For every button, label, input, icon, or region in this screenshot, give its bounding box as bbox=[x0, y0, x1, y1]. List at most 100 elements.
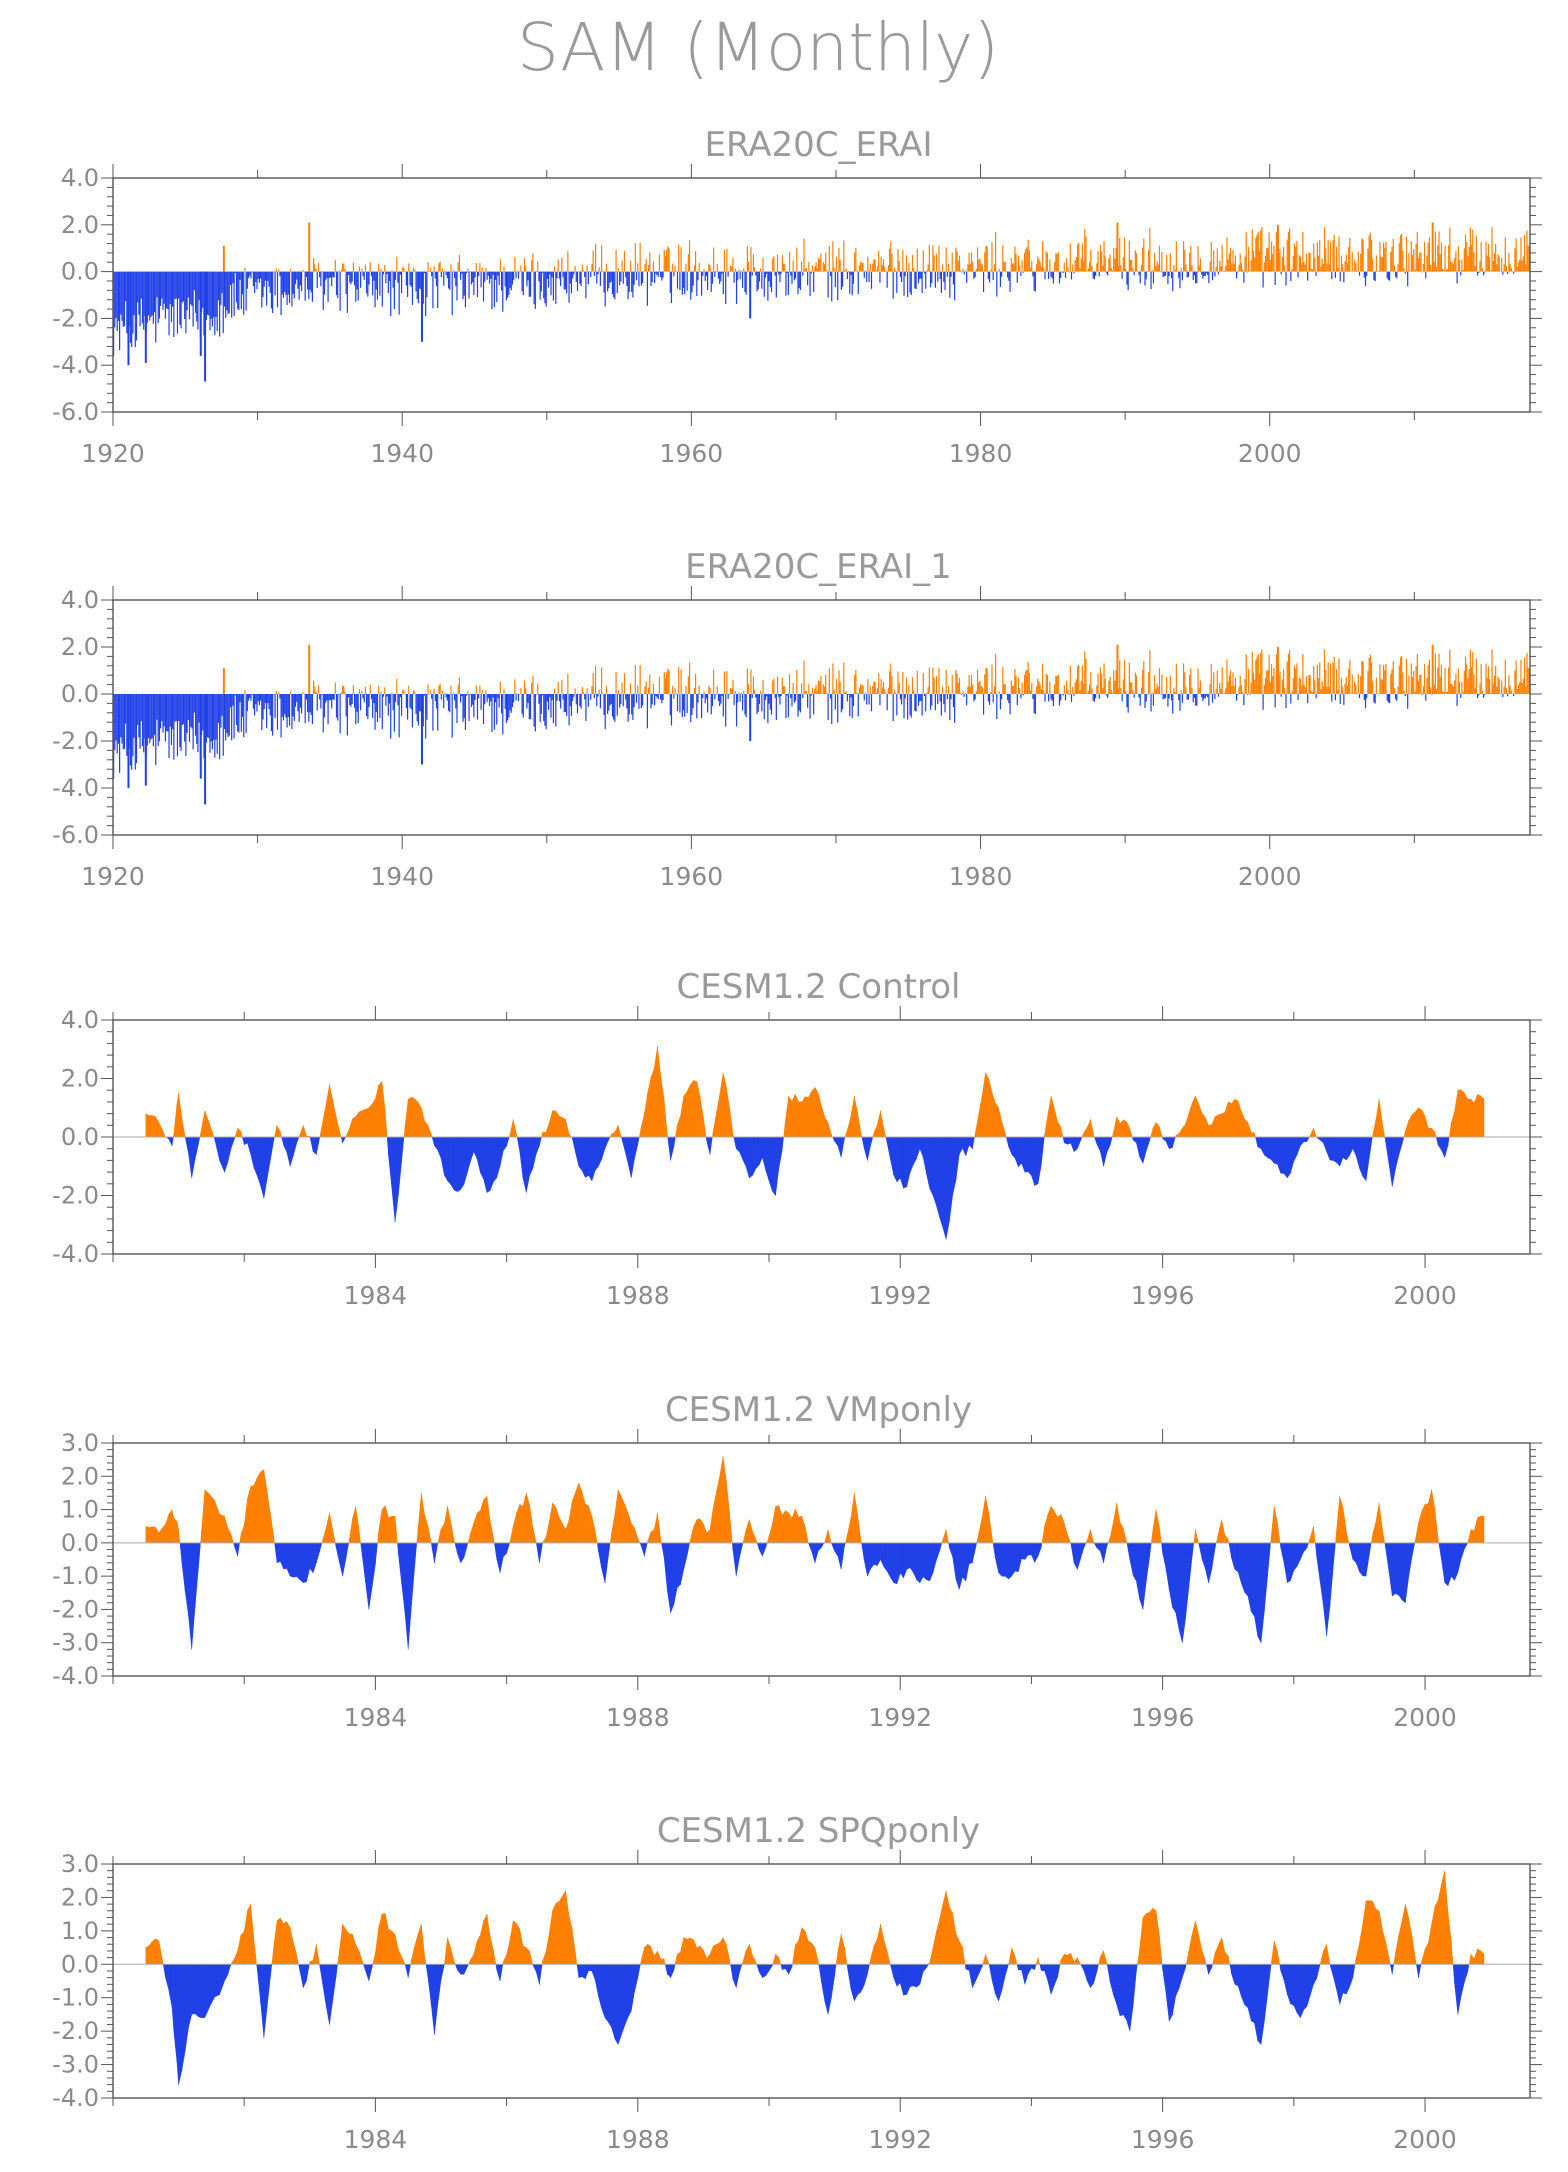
positive-area bbox=[1113, 1116, 1117, 1138]
monthly-bar bbox=[770, 271, 773, 293]
monthly-bar bbox=[790, 694, 792, 699]
monthly-bar bbox=[960, 270, 962, 272]
positive-area bbox=[726, 1944, 730, 1965]
positive-area bbox=[982, 1072, 986, 1138]
negative-area bbox=[227, 1964, 232, 1975]
monthly-bar bbox=[527, 694, 529, 703]
monthly-bar bbox=[1516, 689, 1518, 694]
positive-area bbox=[1437, 1884, 1442, 1965]
monthly-bar bbox=[946, 694, 949, 700]
monthly-bar bbox=[733, 694, 735, 706]
monthly-bar bbox=[949, 694, 951, 721]
monthly-bar bbox=[464, 271, 467, 308]
monthly-bar bbox=[1367, 671, 1369, 694]
monthly-bar bbox=[858, 687, 861, 694]
monthly-bar bbox=[590, 694, 592, 700]
monthly-bar bbox=[1332, 240, 1334, 272]
monthly-bar bbox=[262, 694, 264, 720]
positive-area bbox=[726, 1480, 730, 1544]
monthly-bar bbox=[1260, 652, 1262, 694]
monthly-bar bbox=[750, 669, 752, 694]
monthly-bar bbox=[379, 271, 381, 296]
negative-area bbox=[611, 1964, 616, 2039]
monthly-bar bbox=[1373, 271, 1375, 281]
negative-area bbox=[762, 1136, 766, 1171]
monthly-bar bbox=[1480, 664, 1482, 694]
monthly-bar bbox=[137, 271, 139, 303]
positive-area bbox=[362, 1108, 366, 1138]
monthly-bar bbox=[1108, 680, 1110, 694]
monthly-bar bbox=[745, 271, 747, 295]
monthly-bar bbox=[1189, 675, 1191, 694]
positive-area bbox=[722, 1937, 727, 1965]
monthly-bar bbox=[687, 254, 689, 272]
plot-frame bbox=[112, 1863, 1531, 2099]
monthly-bar bbox=[276, 271, 279, 308]
monthly-bar bbox=[841, 694, 844, 710]
positive-area bbox=[529, 1950, 533, 1965]
monthly-bar bbox=[569, 271, 571, 284]
positive-area bbox=[788, 1095, 793, 1138]
monthly-bar bbox=[866, 271, 868, 282]
monthly-bar bbox=[940, 271, 942, 294]
positive-area bbox=[512, 1920, 517, 1965]
monthly-bar bbox=[881, 265, 883, 272]
negative-area bbox=[191, 1136, 196, 1178]
monthly-bar bbox=[1516, 266, 1518, 272]
negative-area bbox=[1139, 1542, 1144, 1610]
negative-area bbox=[309, 1136, 314, 1152]
monthly-bar bbox=[1242, 269, 1244, 272]
negative-area bbox=[1039, 1964, 1042, 1971]
monthly-bar bbox=[478, 271, 480, 277]
monthly-bar bbox=[450, 263, 452, 272]
monthly-bar bbox=[639, 665, 641, 694]
monthly-bar bbox=[388, 694, 391, 704]
negative-area bbox=[1231, 1542, 1235, 1570]
monthly-bar bbox=[134, 694, 136, 770]
monthly-bar bbox=[1331, 694, 1333, 702]
monthly-bar bbox=[590, 271, 592, 278]
monthly-bar bbox=[746, 668, 748, 694]
monthly-bar bbox=[785, 694, 787, 719]
monthly-bar bbox=[1485, 241, 1487, 272]
positive-area bbox=[450, 1948, 455, 1965]
monthly-bar bbox=[1375, 677, 1377, 694]
positive-area bbox=[1474, 1517, 1478, 1544]
negative-area bbox=[1316, 1964, 1321, 1979]
monthly-bar bbox=[1009, 271, 1011, 292]
monthly-bar bbox=[1479, 261, 1481, 272]
monthly-bar bbox=[848, 694, 850, 695]
positive-area bbox=[1434, 1508, 1439, 1544]
monthly-bar bbox=[1240, 262, 1243, 272]
monthly-bar bbox=[1431, 694, 1433, 695]
monthly-bar bbox=[294, 694, 297, 707]
monthly-bar bbox=[206, 694, 209, 738]
negative-area bbox=[339, 1542, 343, 1577]
positive-area bbox=[1090, 1119, 1094, 1138]
y-tick-label: 4.0 bbox=[61, 586, 99, 614]
monthly-bar bbox=[1169, 675, 1171, 694]
monthly-bar bbox=[339, 694, 341, 734]
monthly-bar bbox=[415, 271, 417, 292]
monthly-bar bbox=[172, 694, 174, 730]
monthly-bar bbox=[523, 258, 526, 272]
monthly-bar bbox=[674, 688, 676, 694]
monthly-bar bbox=[234, 694, 236, 696]
monthly-bar bbox=[998, 268, 1000, 272]
positive-area bbox=[1100, 1950, 1104, 1965]
monthly-bar bbox=[454, 694, 456, 701]
monthly-bar bbox=[1433, 262, 1435, 272]
monthly-bar bbox=[928, 245, 930, 272]
negative-area bbox=[604, 1136, 609, 1149]
monthly-bar bbox=[505, 694, 508, 723]
positive-area bbox=[467, 1533, 471, 1544]
negative-area bbox=[296, 1136, 300, 1144]
monthly-bar bbox=[516, 692, 518, 694]
monthly-bar bbox=[601, 245, 603, 272]
negative-area bbox=[263, 1136, 268, 1199]
negative-area bbox=[312, 1136, 317, 1155]
positive-area bbox=[1224, 1534, 1229, 1544]
monthly-bar bbox=[763, 694, 765, 720]
monthly-bar bbox=[756, 694, 758, 715]
